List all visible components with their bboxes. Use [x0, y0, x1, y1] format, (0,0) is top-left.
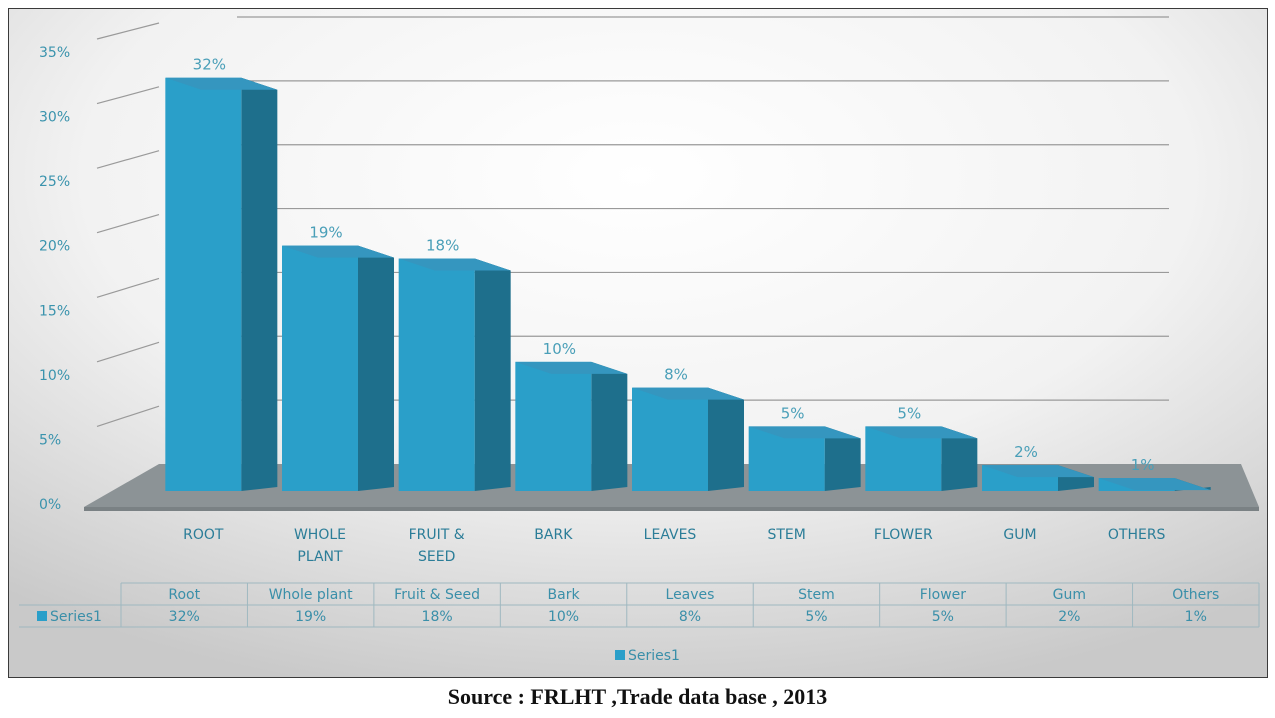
y-axis-ticks: 0% 5% 10% 15% 20% 25% 30% 35% [39, 45, 70, 513]
bar-side [591, 361, 628, 491]
bar-side [358, 245, 394, 491]
table-header-cell: Others [1172, 587, 1219, 603]
table-header-cell: Leaves [666, 587, 715, 603]
y-tick-label: 5% [39, 432, 61, 448]
category-label: BARK [534, 527, 573, 543]
chart-frame: 0% 5% 10% 15% 20% 25% 30% 35% 32% 19% 18% 10% 8% 5% 5… [8, 8, 1268, 678]
y-tick-label: 10% [39, 368, 70, 384]
data-label: 5% [781, 404, 805, 422]
bar-top [748, 426, 861, 439]
legend-label: Series1 [628, 648, 680, 664]
y-tick-label: 35% [39, 45, 70, 61]
bar [982, 465, 1094, 491]
data-label: 5% [897, 404, 921, 422]
data-label: 10% [543, 340, 576, 358]
bar-front [632, 387, 708, 491]
category-label: OTHERS [1108, 527, 1166, 543]
bar-front [282, 245, 358, 491]
legend-swatch [615, 650, 625, 660]
bar-front [398, 258, 475, 491]
bar [1098, 478, 1211, 491]
bar [865, 426, 978, 491]
bar-top [632, 387, 744, 400]
bar-top [515, 361, 628, 374]
bar [165, 77, 278, 491]
data-label: 32% [193, 56, 226, 74]
bar-side [824, 426, 861, 491]
axis-guide-line [96, 405, 160, 427]
bar [632, 387, 744, 491]
bar-side [941, 426, 978, 491]
table-header-cell: Root [168, 587, 200, 603]
y-tick-label: 15% [39, 303, 70, 319]
y-tick-label: 0% [39, 497, 61, 513]
data-label: 1% [1131, 456, 1155, 474]
bar-top [865, 426, 978, 439]
category-label: FLOWER [874, 527, 933, 543]
bar-top [282, 245, 394, 258]
data-table: Root Whole plant Fruit & Seed Bark Leaves Ste… [19, 582, 1260, 628]
y-tick-label: 30% [39, 110, 70, 126]
axis-guide-line [96, 150, 160, 169]
table-row-label: Series1 [50, 609, 102, 625]
bar-front [515, 361, 592, 491]
data-label: 19% [309, 224, 342, 242]
table-value-cell: 8% [679, 609, 701, 625]
category-label: FRUIT & SEED [409, 527, 465, 565]
legend: Series1 [615, 648, 680, 664]
table-value-cell: 19% [295, 609, 326, 625]
axis-guide-line [96, 86, 160, 105]
bar-front [165, 77, 242, 491]
data-label: 2% [1014, 443, 1038, 461]
bar-chart: 0% 5% 10% 15% 20% 25% 30% 35% 32% 19% 18% 10% 8% 5% 5… [9, 9, 1267, 677]
category-label: STEM [767, 527, 805, 543]
bar [282, 245, 394, 491]
floor-edge [84, 507, 1259, 511]
category-labels: ROOT WHOLE PLANT FRUIT & SEED BARK LEAVES STEM F… [183, 527, 1165, 565]
source-caption: Source : FRLHT ,Trade data base , 2013 [447, 684, 828, 709]
category-label: WHOLE PLANT [294, 527, 346, 565]
table-value-cell: 5% [805, 609, 827, 625]
bar [398, 258, 511, 491]
axis-guide-line [96, 341, 160, 363]
table-header-cell: Stem [798, 587, 835, 603]
category-label: ROOT [183, 527, 224, 543]
bar-side [474, 258, 511, 491]
table-header-cell: Bark [548, 587, 581, 603]
y-tick-label: 20% [39, 239, 70, 255]
table-value-cell: 1% [1185, 609, 1207, 625]
table-header-cell: Fruit & Seed [394, 587, 480, 603]
table-series-swatch [37, 611, 47, 621]
axis-guide-line [96, 277, 160, 298]
table-value-cell: 2% [1058, 609, 1080, 625]
category-label: LEAVES [644, 527, 697, 543]
bar-top [398, 258, 511, 271]
bar [515, 361, 628, 491]
table-value-cell: 32% [169, 609, 200, 625]
bar-side [241, 77, 278, 491]
table-header-cell: Flower [920, 587, 967, 603]
table-value-cell: 5% [932, 609, 954, 625]
table-header-cell: Whole plant [269, 587, 353, 603]
bar-side [708, 387, 744, 491]
category-label: GUM [1003, 527, 1036, 543]
table-value-cell: 18% [422, 609, 453, 625]
bar-top [1098, 478, 1211, 491]
bars [165, 77, 1211, 491]
axis-guide-line [96, 22, 160, 40]
data-label: 8% [664, 366, 688, 384]
bar-top [982, 465, 1094, 478]
data-label: 18% [426, 237, 459, 255]
axis-guide-line [96, 213, 160, 234]
table-value-cell: 10% [548, 609, 579, 625]
data-labels: 32% 19% 18% 10% 8% 5% 5% 2% 1% [193, 56, 1155, 474]
bar [748, 426, 861, 491]
table-header-cell: Gum [1053, 587, 1086, 603]
y-tick-label: 25% [39, 174, 70, 190]
bar-top [165, 77, 278, 90]
